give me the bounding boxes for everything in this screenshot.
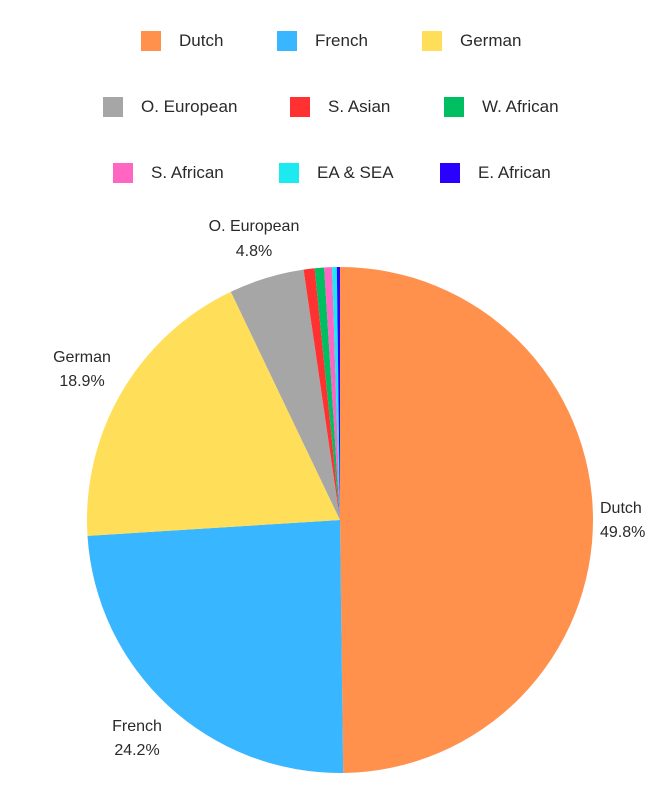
pie-slice-w-african: [314, 267, 340, 520]
legend-label-dutch: Dutch: [179, 31, 224, 50]
slice-label-o-european: O. European: [209, 218, 300, 235]
slice-label-german: German: [53, 349, 111, 366]
pie-slice-german: [87, 291, 340, 536]
legend-item-dutch: Dutch: [141, 28, 223, 54]
legend-label-ea-sea: EA & SEA: [317, 163, 394, 182]
legend-swatch-dutch: [141, 31, 161, 51]
legend-label-french: French: [315, 31, 368, 50]
legend-swatch-german: [422, 31, 442, 51]
slice-value-german: 18.9%: [59, 373, 104, 390]
legend-item-w-african: W. African: [444, 94, 559, 120]
legend-item-french: French: [277, 28, 368, 54]
legend-swatch-e-african: [440, 163, 460, 183]
slice-label-french: French: [112, 718, 162, 735]
legend-label-e-african: E. African: [478, 163, 551, 182]
pie-slice-french: [87, 520, 344, 773]
chart-legend: Dutch French German O. European S. Asian…: [0, 0, 672, 200]
pie-slices: [87, 267, 593, 773]
legend-label-w-african: W. African: [482, 97, 559, 116]
slice-value-dutch: 49.8%: [600, 524, 645, 541]
slice-value-french: 24.2%: [114, 742, 159, 759]
legend-swatch-w-african: [444, 97, 464, 117]
legend-item-ea-sea: EA & SEA: [279, 160, 394, 186]
legend-label-german: German: [460, 31, 522, 50]
pie-labels: Dutch 49.8% French 24.2% German 18.9% O.…: [53, 218, 645, 759]
legend-swatch-ea-sea: [279, 163, 299, 183]
legend-swatch-o-european: [103, 97, 123, 117]
legend-swatch-s-asian: [290, 97, 310, 117]
slice-value-o-european: 4.8%: [236, 243, 272, 260]
legend-item-german: German: [422, 28, 521, 54]
legend-swatch-s-african: [113, 163, 133, 183]
legend-item-s-asian: S. Asian: [290, 94, 390, 120]
legend-item-e-african: E. African: [440, 160, 551, 186]
legend-label-s-asian: S. Asian: [328, 97, 391, 116]
pie-slice-ea-sea: [332, 267, 340, 520]
legend-item-s-african: S. African: [113, 160, 224, 186]
slice-label-dutch: Dutch: [600, 500, 642, 517]
legend-item-o-european: O. European: [103, 94, 237, 120]
pie-slice-dutch: [340, 267, 593, 773]
legend-label-o-european: O. European: [141, 97, 238, 116]
legend-label-s-african: S. African: [151, 163, 224, 182]
pie-slice-s-asian: [303, 268, 340, 520]
legend-swatch-french: [277, 31, 297, 51]
pie-slice-e-african: [336, 267, 340, 520]
pie-slice-o-european: [230, 269, 340, 520]
pie-slice-s-african: [324, 267, 340, 520]
